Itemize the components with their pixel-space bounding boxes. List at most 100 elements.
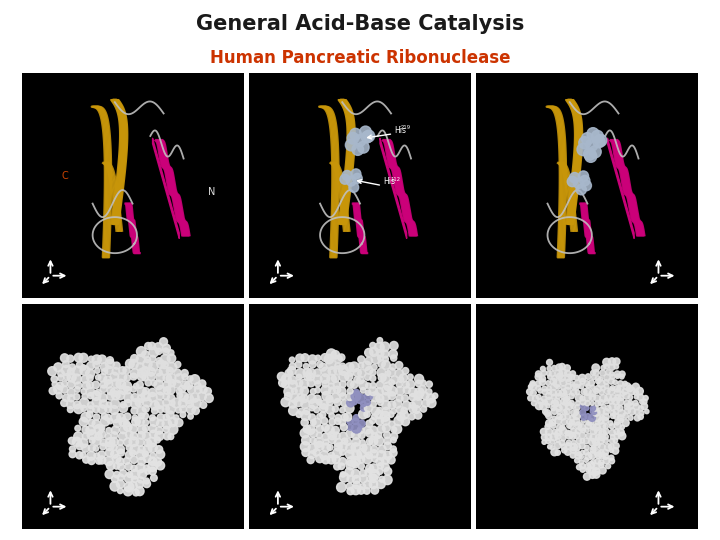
Circle shape — [383, 356, 388, 362]
Circle shape — [593, 471, 600, 478]
Circle shape — [584, 381, 590, 386]
Circle shape — [353, 389, 359, 396]
Circle shape — [580, 450, 585, 455]
Circle shape — [60, 400, 68, 407]
Circle shape — [334, 366, 342, 374]
Circle shape — [296, 354, 304, 362]
Circle shape — [302, 436, 311, 445]
Circle shape — [143, 405, 149, 412]
Circle shape — [432, 393, 438, 399]
Circle shape — [67, 373, 76, 382]
Circle shape — [112, 379, 121, 388]
Circle shape — [313, 449, 320, 456]
Circle shape — [111, 413, 120, 423]
Circle shape — [341, 400, 348, 407]
Circle shape — [526, 389, 533, 395]
Circle shape — [148, 388, 156, 396]
Circle shape — [358, 420, 365, 427]
Circle shape — [414, 392, 423, 400]
Circle shape — [639, 400, 644, 404]
Circle shape — [536, 381, 541, 387]
Circle shape — [552, 394, 557, 399]
Circle shape — [388, 411, 394, 417]
Circle shape — [591, 130, 603, 143]
Circle shape — [190, 393, 199, 402]
Circle shape — [354, 134, 366, 146]
Circle shape — [393, 400, 402, 408]
Circle shape — [595, 452, 602, 458]
Circle shape — [628, 387, 635, 395]
Circle shape — [396, 395, 403, 402]
Circle shape — [94, 368, 100, 373]
Circle shape — [377, 451, 386, 460]
Circle shape — [82, 382, 90, 390]
Circle shape — [156, 450, 165, 459]
Circle shape — [567, 423, 571, 428]
Circle shape — [549, 371, 555, 376]
Circle shape — [536, 386, 541, 391]
Circle shape — [56, 393, 62, 399]
Circle shape — [355, 394, 365, 403]
Circle shape — [604, 388, 610, 394]
Circle shape — [580, 399, 586, 405]
Circle shape — [138, 477, 144, 483]
Circle shape — [176, 407, 181, 413]
Circle shape — [598, 460, 604, 465]
Circle shape — [593, 468, 600, 475]
Circle shape — [332, 455, 340, 463]
Circle shape — [67, 388, 75, 396]
Circle shape — [583, 450, 589, 455]
Circle shape — [603, 414, 609, 420]
Circle shape — [599, 443, 605, 450]
Circle shape — [543, 409, 548, 414]
Circle shape — [155, 400, 163, 409]
Circle shape — [86, 411, 93, 418]
Circle shape — [382, 424, 390, 432]
Circle shape — [598, 418, 604, 424]
Circle shape — [586, 420, 591, 425]
Circle shape — [562, 410, 567, 415]
Circle shape — [588, 467, 595, 475]
Circle shape — [620, 425, 624, 429]
Text: General Acid-Base Catalysis: General Acid-Base Catalysis — [196, 14, 524, 33]
Circle shape — [111, 450, 119, 458]
Circle shape — [338, 463, 345, 469]
Circle shape — [617, 398, 624, 406]
Circle shape — [74, 404, 83, 414]
Circle shape — [319, 400, 328, 409]
Circle shape — [300, 395, 308, 403]
Circle shape — [556, 394, 561, 399]
Circle shape — [301, 410, 310, 421]
Circle shape — [327, 444, 333, 450]
Circle shape — [79, 417, 88, 426]
Circle shape — [289, 380, 297, 389]
Circle shape — [123, 367, 130, 374]
Circle shape — [302, 449, 310, 456]
Circle shape — [346, 139, 357, 151]
Circle shape — [604, 364, 609, 369]
Circle shape — [322, 424, 329, 431]
Circle shape — [86, 375, 93, 381]
Circle shape — [604, 374, 611, 381]
Circle shape — [574, 375, 579, 381]
Circle shape — [136, 450, 145, 460]
Circle shape — [289, 400, 297, 408]
Circle shape — [285, 369, 292, 377]
Circle shape — [179, 392, 188, 401]
Circle shape — [166, 385, 175, 394]
Circle shape — [68, 437, 76, 444]
Circle shape — [287, 367, 296, 375]
Circle shape — [552, 416, 557, 421]
Circle shape — [589, 415, 595, 421]
Circle shape — [74, 387, 80, 393]
Circle shape — [590, 434, 597, 442]
Circle shape — [557, 424, 563, 431]
Circle shape — [349, 183, 359, 192]
Circle shape — [421, 392, 429, 400]
Circle shape — [86, 426, 95, 435]
Circle shape — [166, 411, 174, 419]
Circle shape — [570, 371, 575, 376]
Circle shape — [548, 444, 552, 449]
Circle shape — [397, 413, 405, 421]
Circle shape — [395, 369, 403, 378]
